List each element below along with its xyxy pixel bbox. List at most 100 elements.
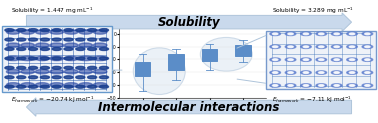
Circle shape xyxy=(64,76,73,79)
Circle shape xyxy=(88,85,97,88)
Circle shape xyxy=(50,43,64,47)
Circle shape xyxy=(365,46,370,48)
Circle shape xyxy=(50,56,64,61)
Circle shape xyxy=(303,85,308,86)
Circle shape xyxy=(270,45,280,48)
Circle shape xyxy=(349,46,355,48)
Circle shape xyxy=(28,85,37,88)
Circle shape xyxy=(28,47,37,50)
Circle shape xyxy=(40,47,50,50)
Circle shape xyxy=(334,59,339,61)
Circle shape xyxy=(319,72,324,73)
Circle shape xyxy=(76,57,85,60)
Circle shape xyxy=(5,76,14,79)
Y-axis label: $E_{framework}$
(kJ mol$^{-1}$): $E_{framework}$ (kJ mol$^{-1}$) xyxy=(85,51,105,75)
Circle shape xyxy=(347,45,357,48)
Circle shape xyxy=(79,56,93,61)
Circle shape xyxy=(64,38,73,41)
Circle shape xyxy=(349,85,355,86)
Circle shape xyxy=(349,72,355,73)
Circle shape xyxy=(288,72,293,73)
Circle shape xyxy=(316,84,327,87)
Circle shape xyxy=(362,45,373,48)
Circle shape xyxy=(64,69,78,74)
Circle shape xyxy=(17,47,26,50)
Circle shape xyxy=(334,85,339,86)
Circle shape xyxy=(6,56,20,61)
Circle shape xyxy=(99,57,108,60)
Circle shape xyxy=(301,84,311,87)
Circle shape xyxy=(303,46,308,48)
Circle shape xyxy=(28,76,37,79)
Circle shape xyxy=(365,59,370,61)
Circle shape xyxy=(273,33,278,35)
Circle shape xyxy=(40,66,50,69)
Circle shape xyxy=(28,66,37,69)
Circle shape xyxy=(50,69,64,74)
Circle shape xyxy=(301,71,311,74)
Circle shape xyxy=(288,85,293,86)
Circle shape xyxy=(64,47,73,50)
Text: $E_{framework}$ = −20.74 kJ mol$^{-1}$: $E_{framework}$ = −20.74 kJ mol$^{-1}$ xyxy=(11,95,95,105)
Circle shape xyxy=(88,76,97,79)
Circle shape xyxy=(64,83,78,87)
Circle shape xyxy=(76,38,85,41)
Circle shape xyxy=(316,45,327,48)
Circle shape xyxy=(21,83,34,87)
Circle shape xyxy=(93,43,107,47)
Circle shape xyxy=(88,47,97,50)
Circle shape xyxy=(99,76,108,79)
Text: Solubility = 1.447 mg mL$^{-1}$: Solubility = 1.447 mg mL$^{-1}$ xyxy=(11,6,94,16)
Circle shape xyxy=(332,71,342,74)
FancyArrow shape xyxy=(26,13,352,31)
Text: Solubility = 3.289 mg mL$^{-1}$: Solubility = 3.289 mg mL$^{-1}$ xyxy=(272,6,354,16)
FancyArrow shape xyxy=(26,98,352,116)
Circle shape xyxy=(40,57,50,60)
Circle shape xyxy=(17,57,26,60)
Circle shape xyxy=(347,71,357,74)
Circle shape xyxy=(93,83,107,87)
Circle shape xyxy=(76,76,85,79)
PathPatch shape xyxy=(169,54,184,70)
Circle shape xyxy=(6,43,20,47)
Circle shape xyxy=(285,32,296,36)
Circle shape xyxy=(303,59,308,61)
Circle shape xyxy=(362,84,373,87)
Circle shape xyxy=(6,30,20,34)
Circle shape xyxy=(21,43,34,47)
Circle shape xyxy=(362,32,373,36)
Circle shape xyxy=(270,58,280,61)
Ellipse shape xyxy=(133,48,185,94)
Circle shape xyxy=(332,45,342,48)
Circle shape xyxy=(5,38,14,41)
Circle shape xyxy=(36,56,49,61)
Circle shape xyxy=(17,29,26,32)
Circle shape xyxy=(76,66,85,69)
Circle shape xyxy=(285,84,296,87)
Circle shape xyxy=(288,46,293,48)
Circle shape xyxy=(36,30,49,34)
Circle shape xyxy=(301,32,311,36)
Title: Solubility (mg L$^{-1}$): Solubility (mg L$^{-1}$) xyxy=(167,17,219,27)
Circle shape xyxy=(347,84,357,87)
Circle shape xyxy=(365,85,370,86)
Circle shape xyxy=(334,46,339,48)
Circle shape xyxy=(285,45,296,48)
Circle shape xyxy=(288,33,293,35)
Circle shape xyxy=(36,83,49,87)
Circle shape xyxy=(273,46,278,48)
Circle shape xyxy=(21,30,34,34)
Ellipse shape xyxy=(200,37,252,71)
Circle shape xyxy=(52,29,61,32)
Circle shape xyxy=(285,71,296,74)
Circle shape xyxy=(79,83,93,87)
FancyBboxPatch shape xyxy=(266,31,376,89)
Circle shape xyxy=(319,33,324,35)
Circle shape xyxy=(88,38,97,41)
Circle shape xyxy=(28,29,37,32)
Circle shape xyxy=(17,38,26,41)
Circle shape xyxy=(365,33,370,35)
Circle shape xyxy=(347,32,357,36)
Circle shape xyxy=(316,32,327,36)
Circle shape xyxy=(301,45,311,48)
